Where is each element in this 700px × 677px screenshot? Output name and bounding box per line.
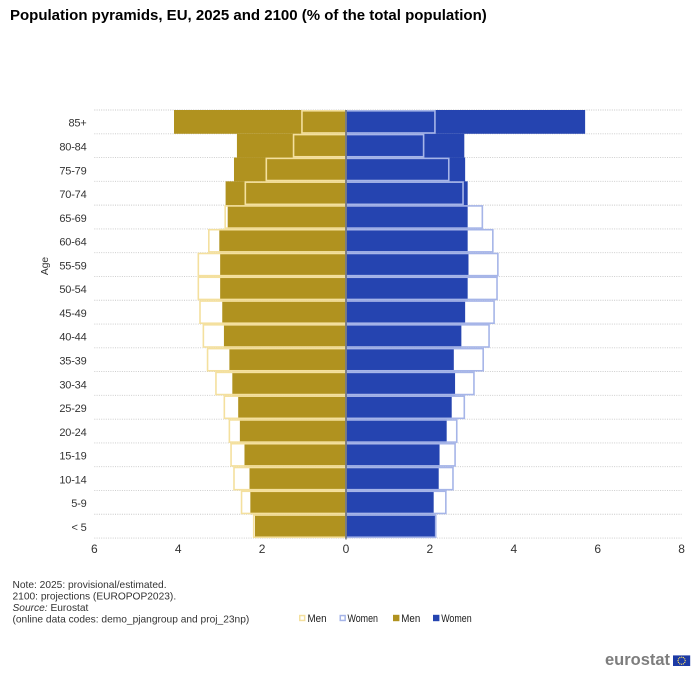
- svg-text:(online data codes: demo_pjang: (online data codes: demo_pjangroup and p…: [13, 615, 250, 626]
- svg-text:0: 0: [343, 542, 350, 556]
- svg-text:Note: 2025: provisional/estima: Note: 2025: provisional/estimated.: [13, 580, 167, 591]
- svg-text:2: 2: [259, 542, 266, 556]
- svg-text:85+: 85+: [68, 118, 86, 130]
- svg-text:75-79: 75-79: [59, 165, 86, 177]
- svg-text:15-19: 15-19: [59, 451, 86, 463]
- svg-text:Men: Men: [401, 613, 420, 625]
- svg-text:Population pyramids, EU, 2025: Population pyramids, EU, 2025 and 2100 (…: [10, 7, 487, 24]
- svg-text:8: 8: [678, 542, 685, 556]
- svg-text:40-44: 40-44: [59, 332, 86, 344]
- svg-text:10-14: 10-14: [59, 474, 86, 486]
- svg-text:4: 4: [175, 542, 182, 556]
- svg-text:70-74: 70-74: [59, 189, 86, 201]
- svg-text:80-84: 80-84: [59, 141, 86, 153]
- svg-text:6: 6: [91, 542, 98, 556]
- svg-text:55-59: 55-59: [59, 260, 86, 272]
- svg-text:50-54: 50-54: [59, 284, 86, 296]
- svg-text:45-49: 45-49: [59, 308, 86, 320]
- svg-text:eurostat: eurostat: [605, 651, 670, 669]
- svg-text:6: 6: [594, 542, 601, 556]
- svg-text:Source: Eurostat: Source: Eurostat: [13, 603, 89, 614]
- svg-text:35-39: 35-39: [59, 355, 86, 367]
- svg-text:Age: Age: [40, 257, 51, 276]
- svg-text:30-34: 30-34: [59, 379, 86, 391]
- svg-text:25-29: 25-29: [59, 403, 86, 415]
- svg-text:5-9: 5-9: [71, 498, 86, 510]
- svg-text:4: 4: [510, 542, 517, 556]
- svg-text:Women: Women: [441, 613, 472, 625]
- svg-text:2100: projections (EUROPOP2023: 2100: projections (EUROPOP2023).: [13, 592, 177, 603]
- svg-text:20-24: 20-24: [59, 427, 86, 439]
- svg-text:Men: Men: [308, 613, 327, 625]
- svg-text:2: 2: [427, 542, 434, 556]
- svg-text:65-69: 65-69: [59, 213, 86, 225]
- svg-text:60-64: 60-64: [59, 237, 86, 249]
- svg-text:< 5: < 5: [72, 522, 87, 534]
- svg-text:Women: Women: [348, 613, 379, 625]
